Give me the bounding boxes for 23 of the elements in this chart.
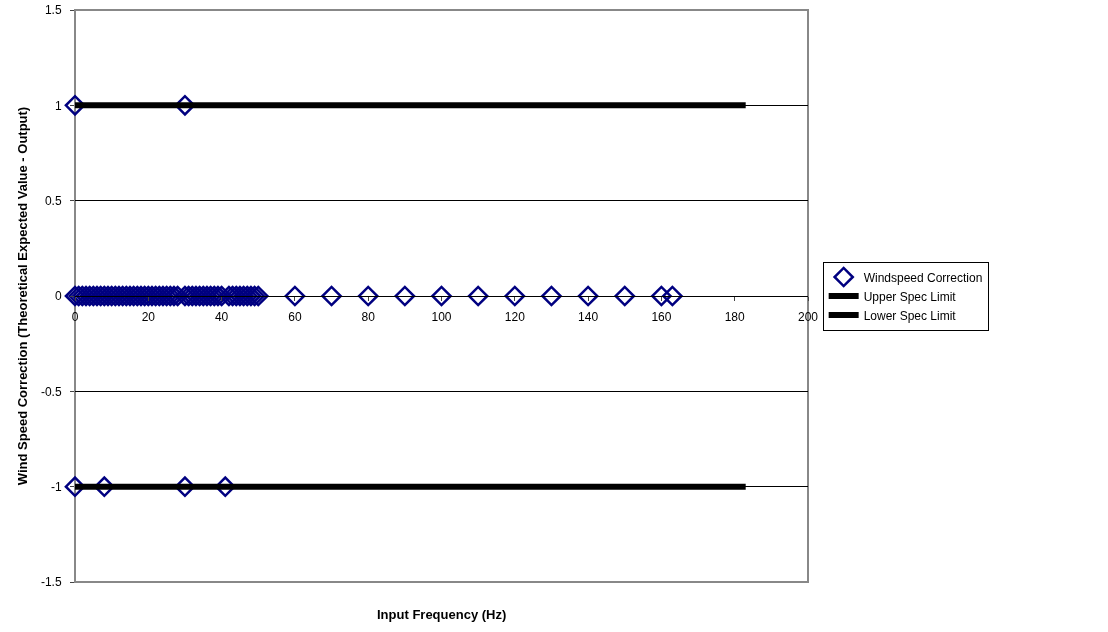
x-tick-label: 200: [797, 310, 819, 325]
y-tick-label: -1.5: [40, 575, 62, 590]
y-tick-label: 1.5: [44, 3, 62, 18]
y-tick-label: 1: [54, 98, 62, 113]
x-tick-label: 140: [578, 310, 599, 325]
x-tick-label: 0: [71, 310, 79, 325]
y-tick-label: -0.5: [40, 384, 62, 399]
legend-label: Windspeed Correction: [863, 270, 983, 285]
y-tick-label: 0.5: [44, 193, 62, 208]
y-tick-label: 0: [54, 289, 62, 304]
x-axis-title: Input Frequency (Hz): [377, 607, 507, 622]
x-tick-label: 120: [504, 310, 526, 325]
y-axis-title: Wind Speed Correction (Theoretical Expected Value - Output): [14, 106, 30, 486]
legend-label: Upper Spec Limit: [863, 289, 957, 304]
y-tick-label: -1: [50, 479, 62, 494]
legend-label: Lower Spec Limit: [863, 308, 957, 323]
x-tick-label: 40: [214, 310, 229, 325]
x-tick-label: 80: [361, 310, 376, 325]
x-tick-label: 60: [288, 310, 302, 325]
x-tick-label: 160: [651, 310, 672, 325]
x-tick-label: 180: [724, 310, 746, 325]
x-tick-label: 20: [141, 310, 156, 325]
x-tick-label: 100: [431, 310, 452, 325]
